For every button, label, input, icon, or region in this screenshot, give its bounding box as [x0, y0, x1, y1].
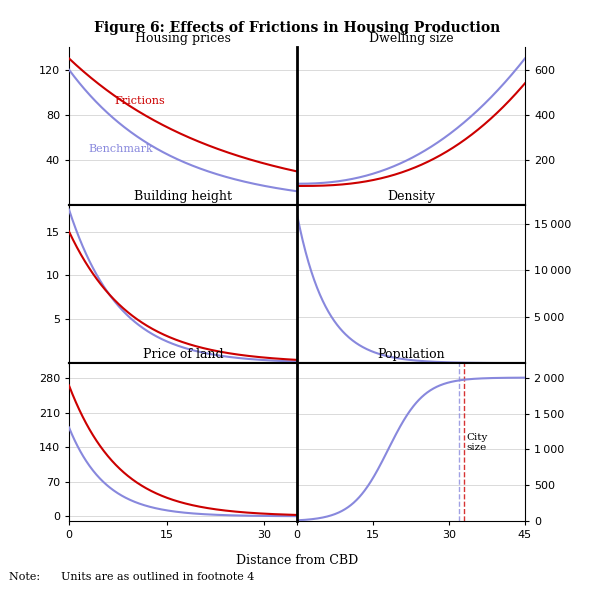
Text: Benchmark: Benchmark	[89, 144, 153, 154]
Text: Frictions: Frictions	[115, 95, 166, 105]
Title: Price of land: Price of land	[143, 348, 223, 360]
Text: Note:      Units are as outlined in footnote 4: Note: Units are as outlined in footnote …	[9, 572, 254, 582]
Title: Housing prices: Housing prices	[135, 32, 231, 45]
Title: Density: Density	[387, 190, 435, 203]
Title: Population: Population	[377, 348, 445, 360]
Title: Dwelling size: Dwelling size	[368, 32, 454, 45]
Text: Distance from CBD: Distance from CBD	[236, 554, 358, 567]
Text: Figure 6: Effects of Frictions in Housing Production: Figure 6: Effects of Frictions in Housin…	[94, 21, 500, 35]
Text: City
size: City size	[467, 432, 488, 452]
Title: Building height: Building height	[134, 190, 232, 203]
